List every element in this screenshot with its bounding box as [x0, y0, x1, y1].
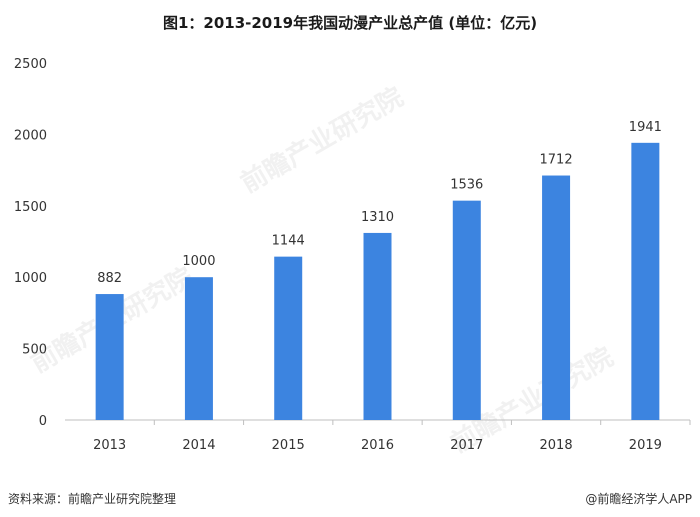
y-tick-label: 1500 — [14, 200, 47, 215]
bar-2019 — [631, 142, 660, 420]
y-axis: 0 500 1000 1500 2000 2500 — [14, 57, 47, 429]
bar-series — [95, 142, 660, 420]
x-tick-label: 2013 — [93, 438, 126, 453]
data-label: 1000 — [182, 254, 215, 269]
x-tick-label: 2017 — [450, 438, 483, 453]
x-tick-label: 2019 — [629, 438, 662, 453]
x-tick-label: 2018 — [540, 438, 573, 453]
data-labels: 882 1000 1144 1310 1536 1712 1941 — [97, 120, 662, 286]
x-tick-label: 2014 — [182, 438, 215, 453]
y-tick-label: 500 — [22, 343, 47, 358]
data-label: 1144 — [272, 234, 305, 249]
data-label: 882 — [97, 271, 122, 286]
bar-2018 — [542, 175, 571, 420]
y-tick-label: 2000 — [14, 128, 47, 143]
bar-2014 — [184, 277, 213, 420]
data-label: 1536 — [450, 178, 483, 193]
bar-2013 — [95, 294, 124, 420]
y-tick-label: 0 — [39, 414, 47, 429]
x-axis: 2013 2014 2015 2016 2017 2018 2019 — [65, 419, 691, 453]
bar-2015 — [274, 256, 303, 420]
source-note: 资料来源：前瞻产业研究院整理 — [8, 492, 177, 506]
data-label: 1712 — [540, 153, 573, 168]
brand-note: @前瞻经济学人APP — [585, 492, 692, 506]
y-tick-label: 1000 — [14, 271, 47, 286]
data-label: 1941 — [629, 120, 662, 135]
bar-2016 — [363, 232, 392, 420]
chart-title: 图1：2013-2019年我国动漫产业总产值 (单位：亿元) — [162, 14, 538, 32]
y-tick-label: 2500 — [14, 57, 47, 72]
x-tick-label: 2016 — [361, 438, 394, 453]
data-label: 1310 — [361, 210, 394, 225]
x-tick-label: 2015 — [272, 438, 305, 453]
bar-2017 — [452, 200, 481, 420]
